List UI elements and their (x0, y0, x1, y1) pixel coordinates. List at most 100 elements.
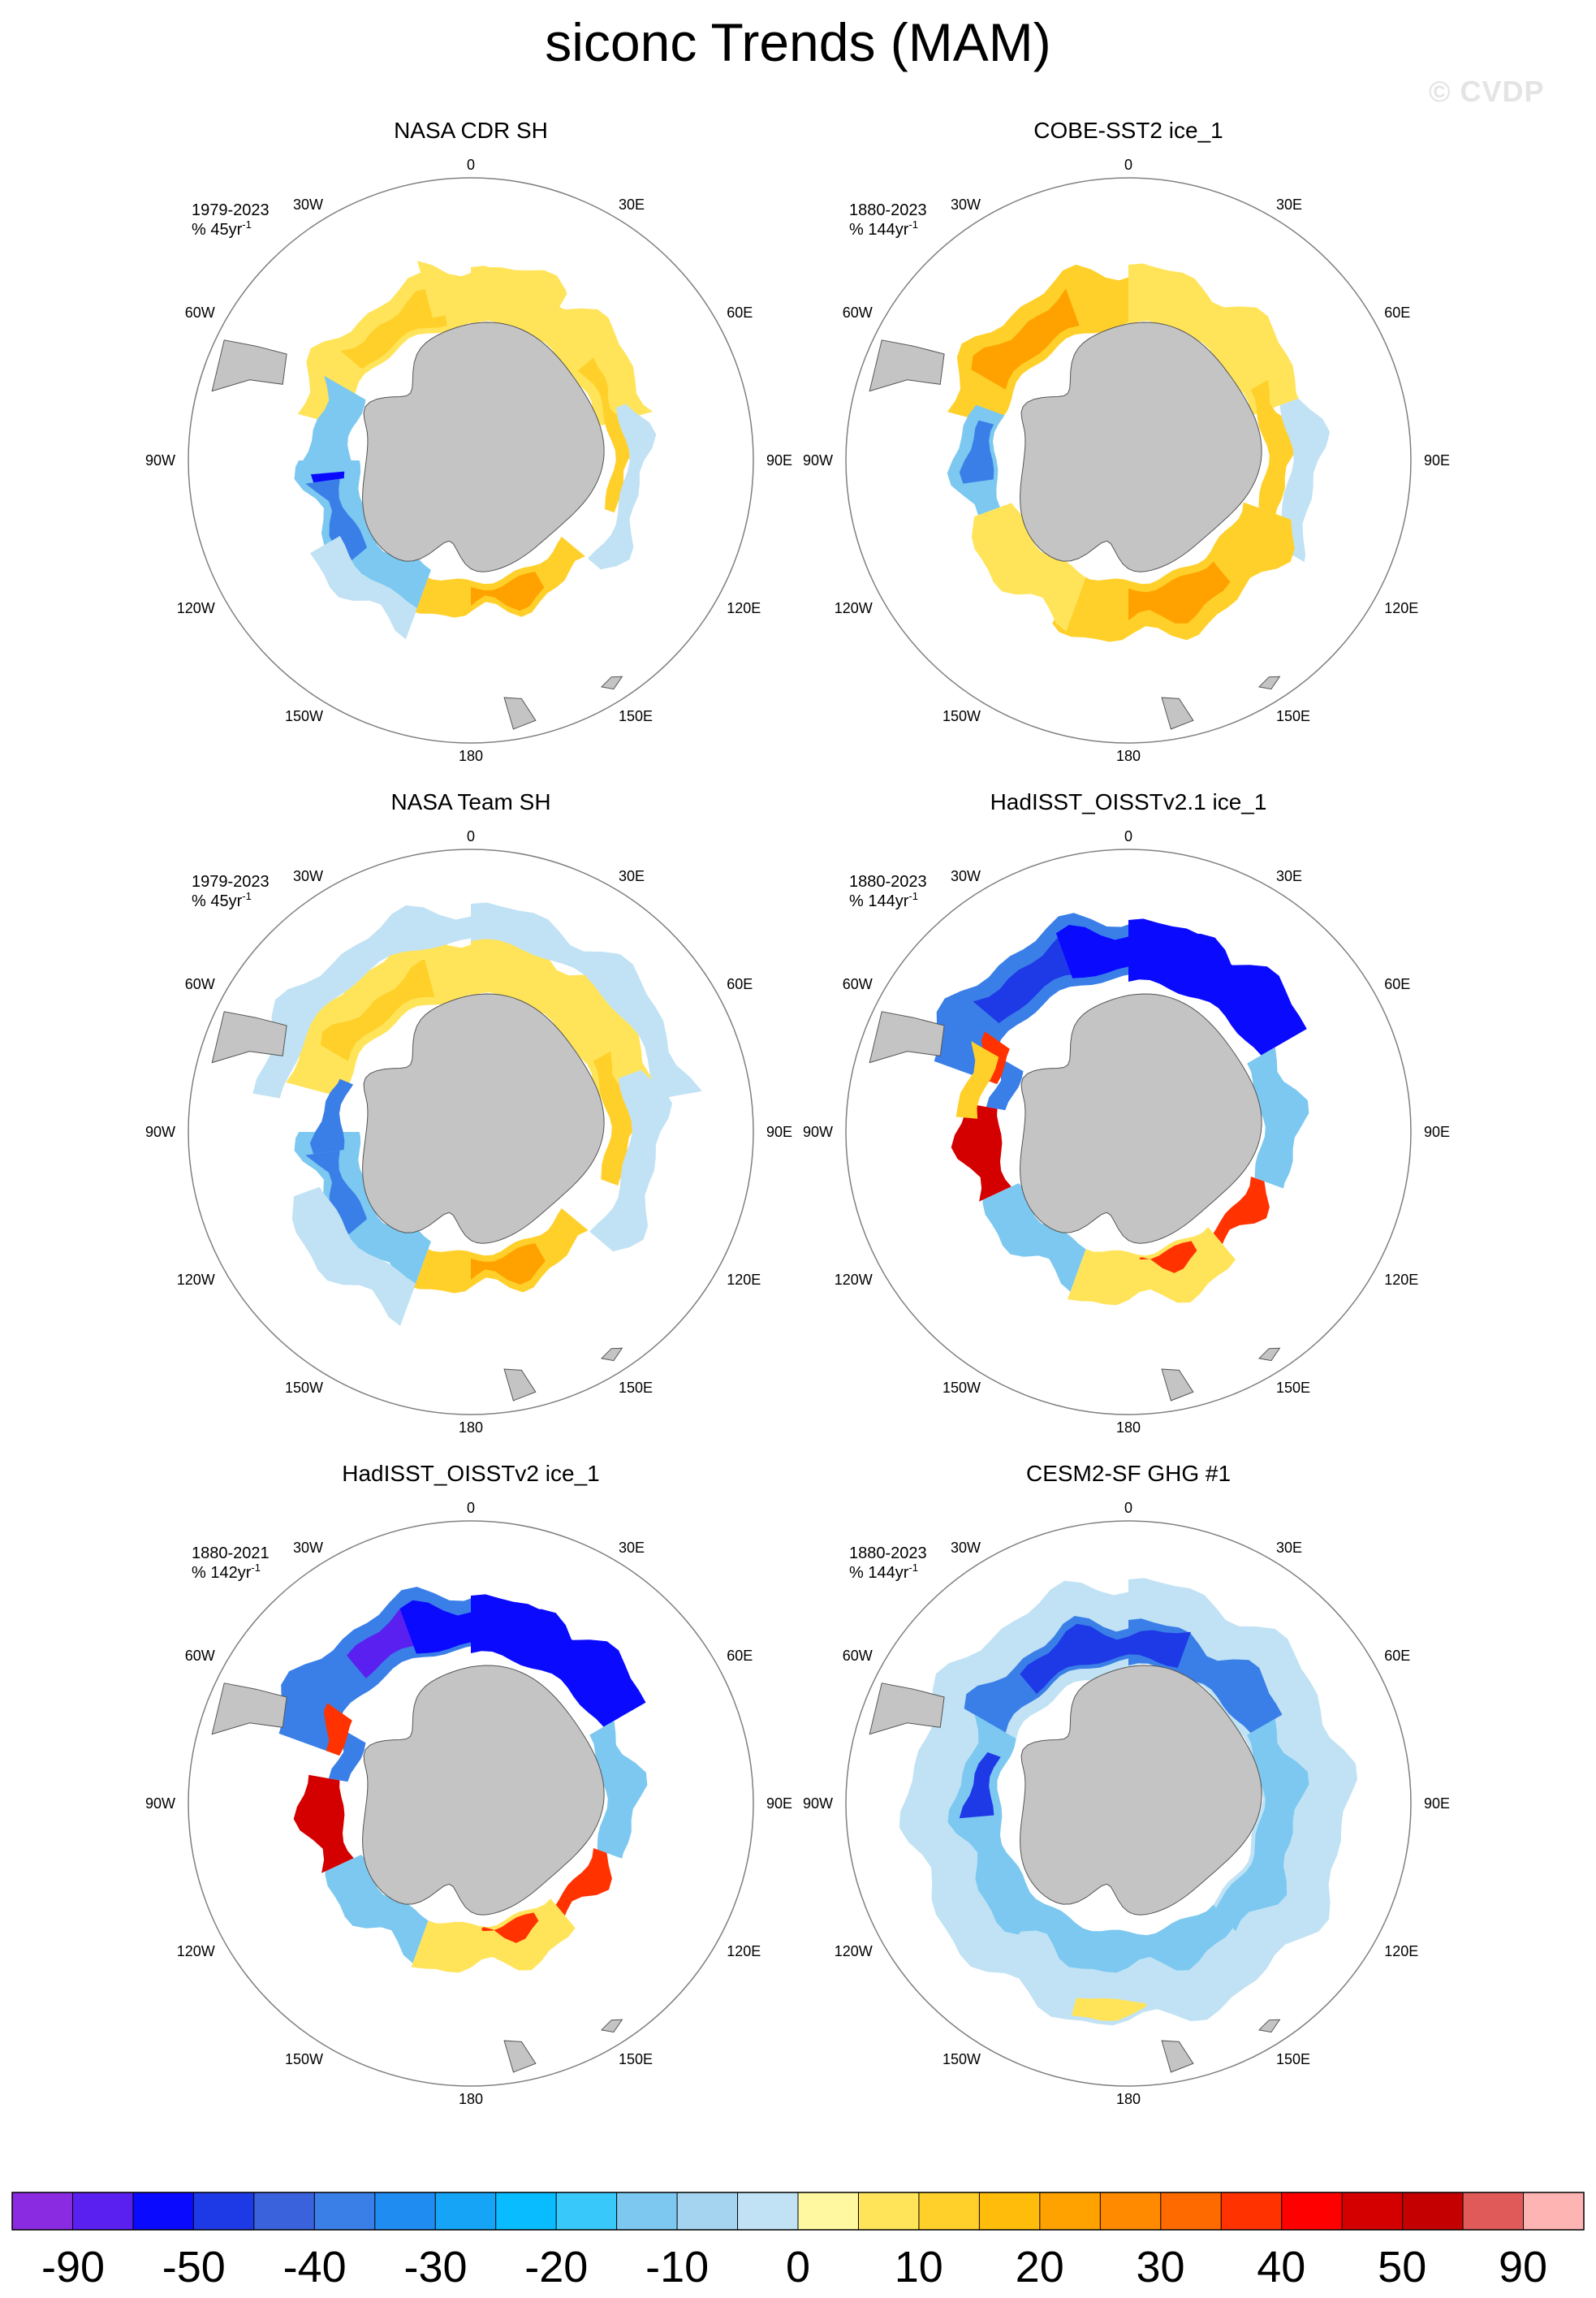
colorbar-swatch-25 (1463, 2192, 1525, 2230)
map-1-south-america (211, 339, 287, 392)
map-1-trend-field (294, 261, 657, 640)
map-2-tasmania (1257, 676, 1281, 690)
map-1-lon-label-150: 150E (619, 708, 653, 724)
map-3-lon-label-330: 30W (293, 868, 323, 884)
map-6-new-zealand (1161, 2040, 1194, 2073)
map-4-title: HadISST_OISSTv2.1 ice_1 (990, 789, 1267, 814)
map-2-lon-label-120: 120E (1384, 600, 1418, 616)
map-4-lon-label-30: 30E (1276, 868, 1302, 884)
map-2-lon-label-210: 150W (943, 708, 981, 724)
map-panel-6: CESM2-SF GHG #1 0 30E 60E 90E 120E 150E 180 30W 6… (658, 1457, 1456, 2129)
colorbar-swatch-7 (374, 2192, 436, 2230)
map-3-tasmania (600, 1347, 623, 1362)
map-4-trend-region-11 (986, 1055, 1024, 1111)
map-6-tasmania (1257, 2019, 1281, 2033)
map-3-antarctica (362, 993, 605, 1244)
map-3-lon-label-60: 60E (727, 976, 753, 992)
map-3-new-zealand (503, 1368, 537, 1402)
map-3-lon-label-210: 150W (285, 1380, 323, 1396)
colorbar-swatch-10 (556, 2192, 618, 2230)
map-5-lon-label-120: 120E (727, 1943, 761, 1959)
map-2-trend-region-8 (971, 503, 1086, 632)
map-5-title: HadISST_OISSTv2 ice_1 (342, 1461, 599, 1486)
colorbar-swatch-12 (677, 2192, 739, 2230)
map-5-lon-label-300: 60W (185, 1648, 215, 1664)
map-5-trend-region-6 (555, 1848, 612, 1916)
map-3-trend-region-3 (321, 959, 435, 1061)
map-4-lon-label-180: 180 (1116, 1419, 1141, 1436)
map-3-lon-label-120: 120E (727, 1272, 761, 1288)
map-1-units-exponent: -1 (242, 218, 252, 231)
colorbar-label-11: 40 (1257, 2243, 1305, 2292)
colorbar-swatch-14 (798, 2192, 860, 2230)
map-3-trend-region-12 (309, 1078, 354, 1155)
map-3-units-exponent: -1 (242, 890, 252, 902)
map-3-trend-field (252, 902, 702, 1326)
map-3-trend-region-7 (589, 1069, 673, 1252)
map-2-lon-label-60: 60E (1384, 305, 1410, 321)
colorbar-swatch-9 (495, 2192, 557, 2230)
map-3-lon-label-90: 90E (766, 1124, 792, 1140)
map-panel-5: HadISST_OISSTv2 ice_1 0 30E 60E 90E 120E 150E 1… (0, 1457, 798, 2129)
map-1-lon-label-60: 60E (727, 305, 753, 321)
map-5-lon-label-60: 60E (727, 1648, 753, 1664)
map-1-lon-label-210: 150W (285, 708, 323, 724)
map-4-lon-label-60: 60E (1384, 976, 1410, 992)
map-4-lon-label-300: 60W (843, 976, 873, 992)
map-5-trend-region-4 (399, 1600, 594, 1684)
map-1-trend-region-7 (415, 536, 585, 618)
map-2-antarctica (1020, 322, 1262, 572)
map-6-lon-label-330: 30W (951, 1540, 981, 1556)
map-5-svg: HadISST_OISSTv2 ice_1 0 30E 60E 90E 120E 150E 1… (145, 1461, 792, 2107)
map-1-title: NASA CDR SH (394, 118, 548, 143)
map-2-units-exponent: -1 (908, 218, 918, 231)
map-4-trend-field (934, 913, 1309, 1306)
map-3-trend-region-8 (414, 1207, 589, 1294)
map-4-lon-label-150: 150E (1276, 1380, 1310, 1396)
map-1-period: 1979-2023 (192, 201, 270, 219)
map-2-trend-region-10 (959, 420, 994, 484)
map-panel-1: NASA CDR SH 0 30E 60E 90E 120E 150E 180 30W 60W 90… (0, 114, 798, 786)
map-6-lon-label-90: 90E (1424, 1795, 1450, 1812)
map-2-lon-label-90: 90E (1424, 452, 1450, 469)
colorbar-swatch-20 (1160, 2192, 1222, 2230)
map-5-lon-label-90: 90E (766, 1795, 792, 1812)
map-1-lon-label-180: 180 (459, 748, 483, 764)
map-5-lon-label-270: 90W (145, 1795, 175, 1812)
map-2-trend-region-2 (1128, 263, 1299, 417)
map-3-trend-region-4 (471, 902, 702, 1099)
map-3-trend-region-9 (471, 1243, 546, 1285)
map-4-new-zealand (1161, 1368, 1194, 1402)
map-2-period: 1880-2023 (849, 201, 927, 219)
map-6-lon-label-150: 150E (1276, 2051, 1310, 2067)
map-2-trend-region-3 (971, 288, 1080, 390)
map-1-trend-region-13 (310, 536, 417, 640)
map-4-units: % 144yr-1 (849, 890, 918, 910)
colorbar-label-12: 50 (1378, 2243, 1426, 2292)
colorbar-swatch-8 (435, 2192, 497, 2230)
map-2-trend-field (947, 263, 1331, 642)
map-1-lon-label-300: 60W (185, 305, 215, 321)
map-panel-2: COBE-SST2 ice_1 0 30E 60E 90E 120E 150E 180 30W 6… (658, 114, 1456, 786)
map-2-trend-region-7 (1128, 561, 1231, 624)
colorbar-label-1: -90 (41, 2243, 105, 2292)
colorbar-swatch-13 (737, 2192, 799, 2230)
map-6-trend-region-4 (1020, 1623, 1191, 1695)
map-5-lon-label-30: 30E (619, 1540, 645, 1556)
map-6-trend-region-5 (1215, 1718, 1309, 1932)
map-4-lon-label-240: 120W (835, 1272, 873, 1288)
map-1-units: % 45yr-1 (192, 218, 252, 239)
map-1-trend-region-12 (297, 375, 366, 476)
map-6-svg: CESM2-SF GHG #1 0 30E 60E 90E 120E 150E 180 30W 6… (803, 1461, 1450, 2107)
colorbar-swatch-3 (132, 2192, 194, 2230)
map-6-lon-label-0: 0 (1124, 1500, 1132, 1516)
map-5-trend-region-12 (323, 1703, 352, 1756)
map-2-lon-label-30: 30E (1276, 197, 1302, 213)
map-5-tasmania (600, 2019, 623, 2033)
map-5-trend-region-8 (481, 1912, 539, 1943)
map-3-trend-region-13 (291, 1186, 416, 1326)
map-3-south-america (211, 1011, 287, 1064)
map-2-trend-region-4 (1250, 379, 1301, 515)
colorbar-label-4: -30 (403, 2243, 467, 2292)
map-4-lon-label-120: 120E (1384, 1272, 1418, 1288)
